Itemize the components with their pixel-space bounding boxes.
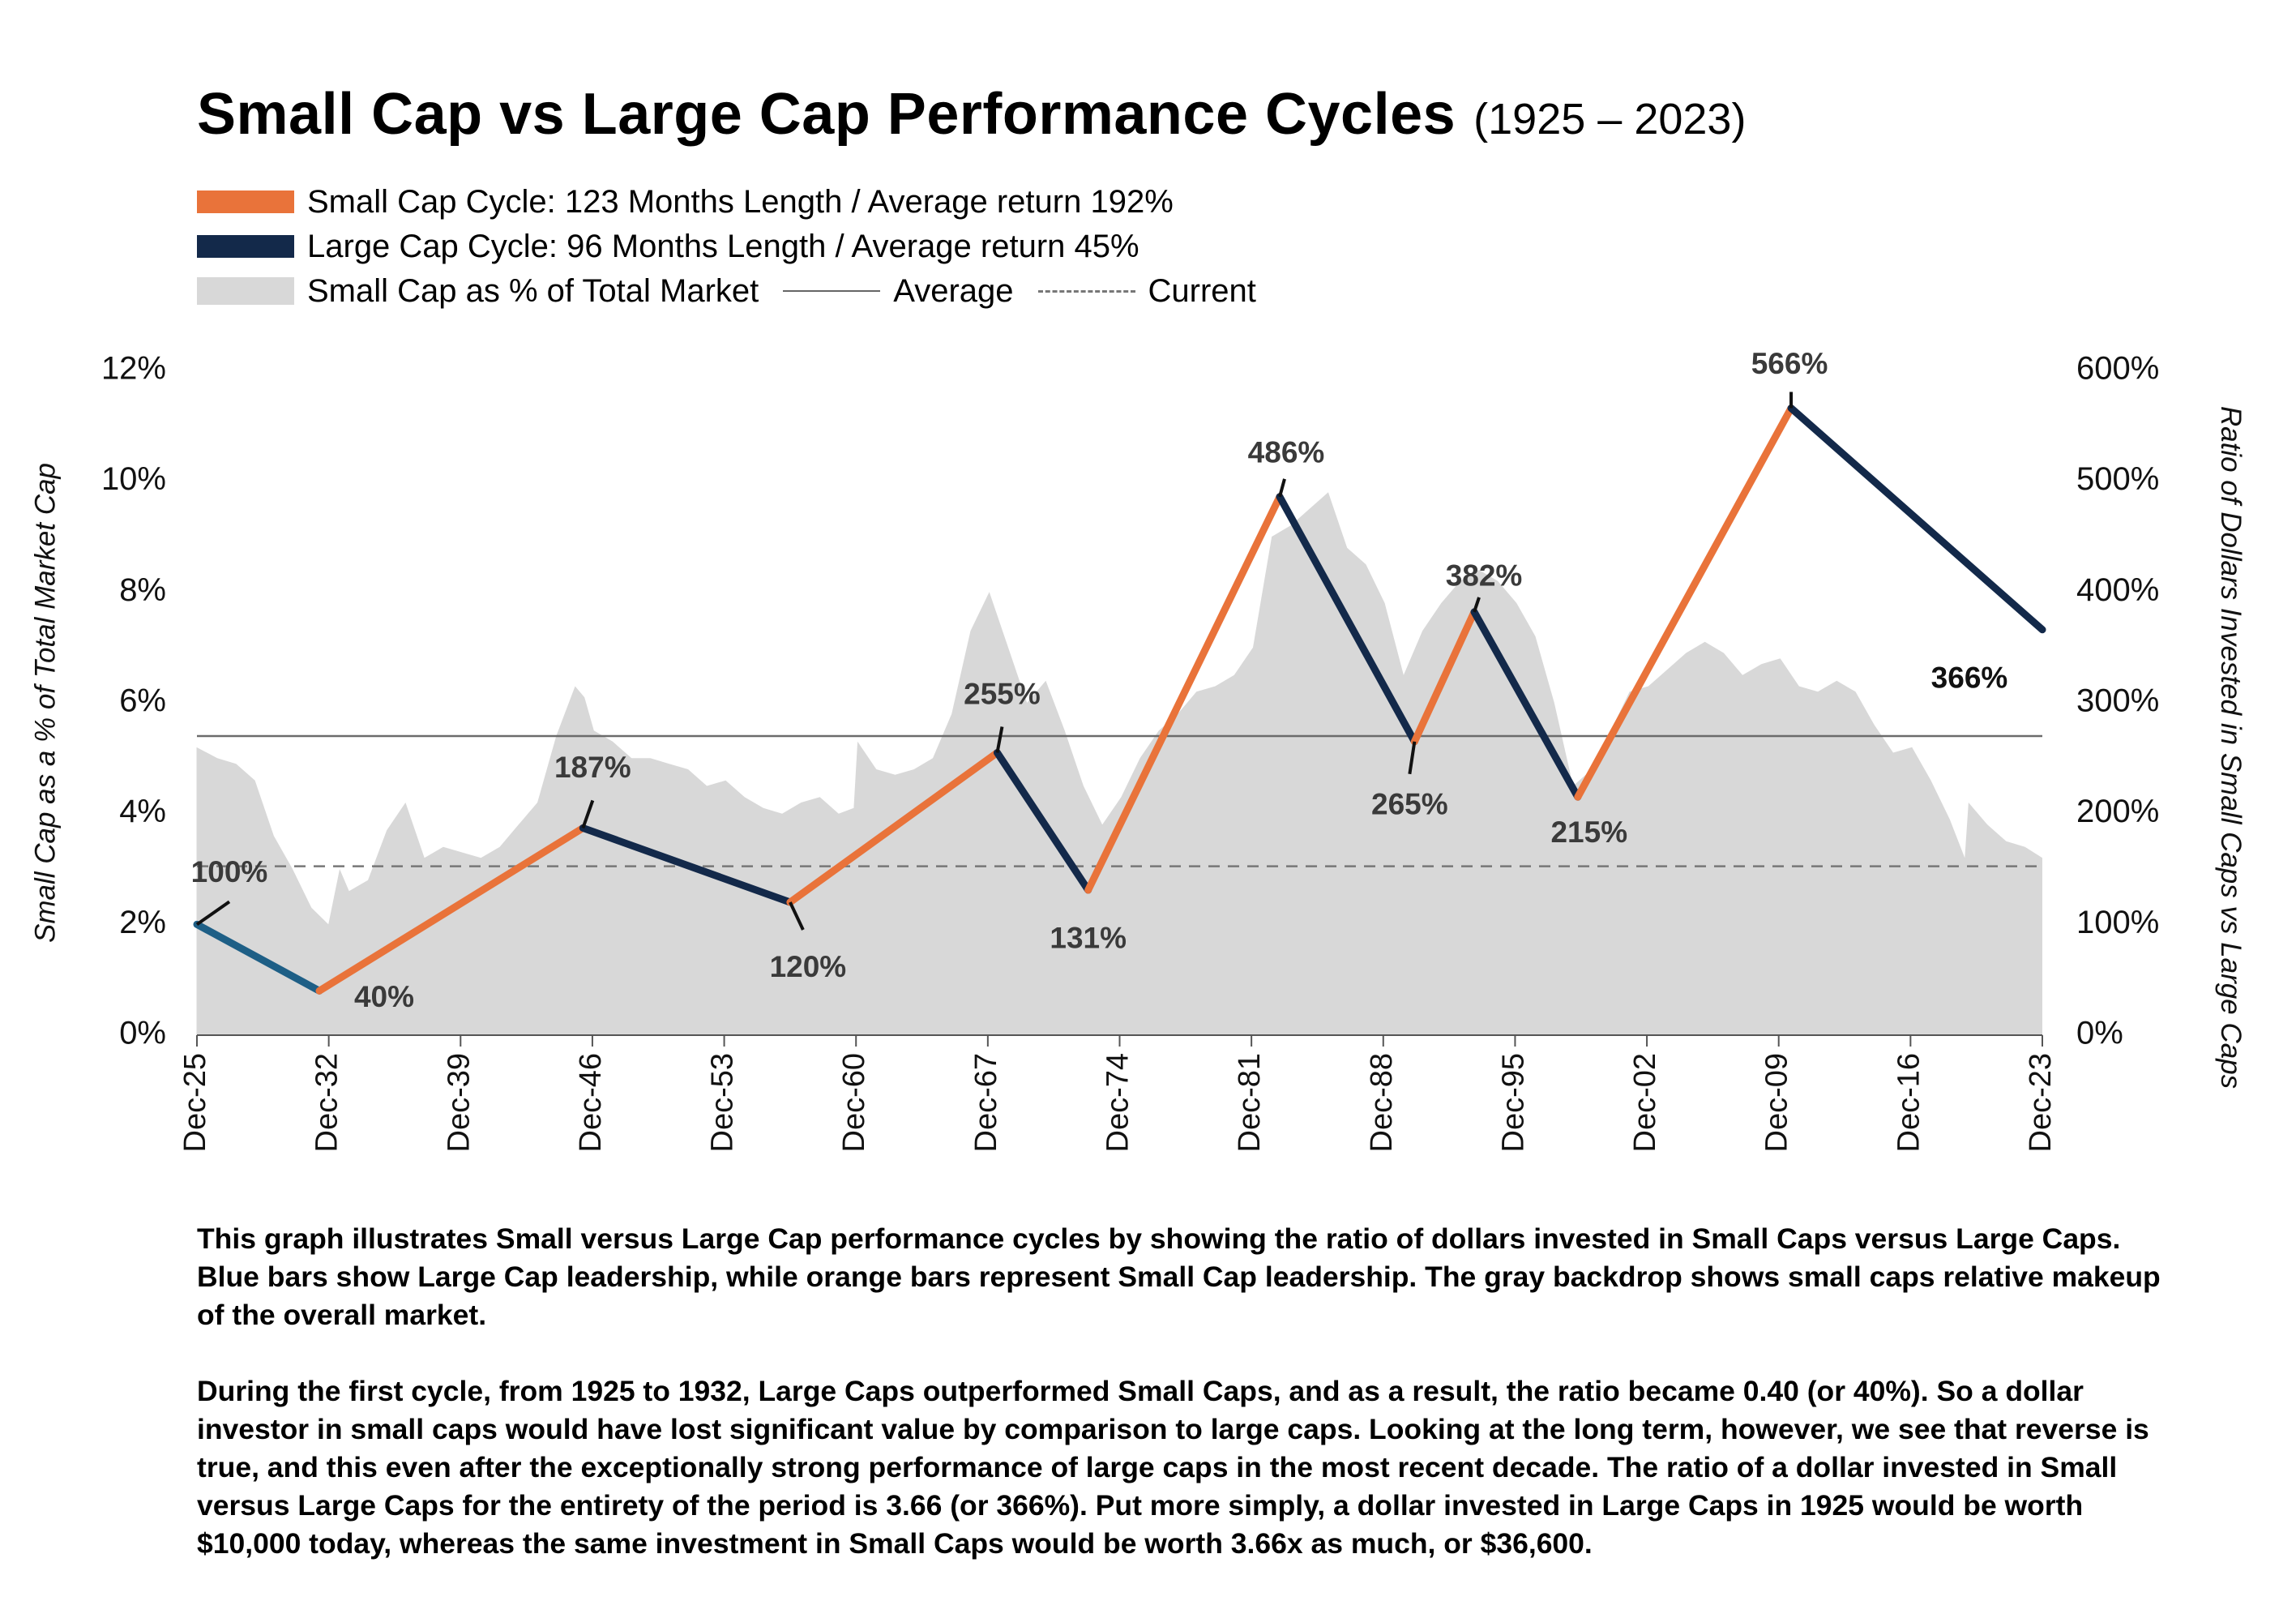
right-axis-tick-label: 600% xyxy=(2076,351,2159,387)
x-axis-tick-label: Dec-74 xyxy=(1101,1053,1135,1153)
x-axis-tick-label: Dec-53 xyxy=(706,1053,740,1153)
legend-share-average-current: Small Cap as % of Total Market Average C… xyxy=(197,273,1256,309)
point-label-leader xyxy=(1473,597,1481,613)
large-cap-cycle-segment xyxy=(993,749,1092,894)
legend-large-cap-cycle: Large Cap Cycle: 96 Months Length / Aver… xyxy=(197,229,1139,264)
large-cap-cycle-segment xyxy=(579,824,794,906)
legend-small-cap-cycle-label: Small Cap Cycle: 123 Months Length / Ave… xyxy=(307,183,1174,220)
right-axis-tick-label: 200% xyxy=(2076,794,2159,829)
right-axis-title: Ratio of Dollars Invested in Small Caps … xyxy=(2215,406,2247,1089)
right-axis-tick-label: 400% xyxy=(2076,572,2159,608)
right-axis-tick-label: 500% xyxy=(2076,461,2159,497)
ratio-point-label: 255% xyxy=(964,677,1041,710)
ratio-point-label: 120% xyxy=(770,950,847,983)
small-cap-cycle-segment xyxy=(1574,404,1795,801)
legend-navy-swatch xyxy=(197,235,294,258)
ratio-point-label: 265% xyxy=(1371,788,1448,821)
ratio-point-label: 215% xyxy=(1550,815,1627,849)
left-axis-tick-label: 6% xyxy=(119,683,166,719)
ratio-point-label: 486% xyxy=(1248,436,1325,469)
x-axis-tick-label: Dec-95 xyxy=(1496,1053,1530,1153)
large-cap-cycle-segment xyxy=(1276,493,1418,746)
left-axis-tick-label: 12% xyxy=(101,351,166,387)
description-paragraph-1: This graph illustrates Small versus Larg… xyxy=(197,1222,2161,1331)
description-block: This graph illustrates Small versus Larg… xyxy=(197,1220,2174,1601)
ratio-point-label: 131% xyxy=(1050,922,1127,955)
ratio-point-label: 40% xyxy=(354,980,414,1013)
axes-layer: 0% 2% 4% 6% 8% 10% 12% 0% 100% 200% 300% 400% 500% 60… xyxy=(29,351,2247,1153)
small-cap-cycle-segment xyxy=(1410,608,1478,746)
x-axis-tick-label: Dec-23 xyxy=(2024,1053,2058,1153)
reference-lines-layer xyxy=(197,734,2042,867)
large-cap-cycle-segment xyxy=(1470,608,1582,801)
left-axis-tick-label: 0% xyxy=(119,1016,166,1051)
ratio-point-label: 187% xyxy=(554,751,631,784)
x-axis-tick-label: Dec-88 xyxy=(1365,1053,1399,1153)
x-axis-tick-label: Dec-09 xyxy=(1760,1053,1794,1153)
legend-average-line-sample xyxy=(783,290,881,292)
point-label-leader xyxy=(195,900,231,926)
right-axis-tick-label: 300% xyxy=(2076,683,2159,719)
left-axis-tick-label: 10% xyxy=(101,461,166,497)
chart-subtitle: (1925 – 2023) xyxy=(1473,95,1747,143)
small-cap-cycle-segment xyxy=(1084,493,1284,894)
legend-large-cap-cycle-label: Large Cap Cycle: 96 Months Length / Aver… xyxy=(307,228,1139,264)
left-axis-title: Small Cap as a % of Total Market Cap xyxy=(29,463,61,943)
x-axis-tick-label: Dec-46 xyxy=(574,1053,608,1153)
legend-small-cap-share-label: Small Cap as % of Total Market xyxy=(307,272,759,309)
x-axis-tick-label: Dec-32 xyxy=(310,1053,344,1153)
point-label-leader xyxy=(789,901,805,931)
chart-title: Small Cap vs Large Cap Performance Cycle… xyxy=(197,82,1456,147)
point-label-leader xyxy=(1278,478,1286,498)
x-axis-tick-label: Dec-16 xyxy=(1892,1053,1926,1153)
large-cap-cycle-segment xyxy=(1787,404,2046,634)
legend-orange-swatch xyxy=(197,190,294,213)
left-axis-tick-label: 8% xyxy=(119,572,166,608)
left-axis-tick-label: 4% xyxy=(119,794,166,829)
legend-current-line-sample xyxy=(1037,289,1135,293)
legend-current-label: Current xyxy=(1148,272,1256,309)
x-axis-tick-label: Dec-60 xyxy=(837,1053,871,1153)
point-label-leader xyxy=(995,726,1004,753)
point-label-leader xyxy=(581,799,595,829)
small-cap-share-area xyxy=(196,492,2042,1035)
ratio-point-label: 100% xyxy=(191,855,268,888)
x-axis-tick-label: Dec-67 xyxy=(969,1053,1003,1153)
ratio-point-label: 366% xyxy=(1931,661,2008,695)
x-axis-tick-label: Dec-02 xyxy=(1628,1053,1662,1153)
chart-title-block: Small Cap vs Large Cap Performance Cycle… xyxy=(197,85,1746,143)
small-cap-cycle-segment xyxy=(786,749,1001,906)
right-axis-tick-label: 0% xyxy=(2076,1016,2123,1051)
share-area-layer xyxy=(196,492,2042,1035)
legend-small-cap-cycle: Small Cap Cycle: 123 Months Length / Ave… xyxy=(197,184,1174,220)
cycle-segments-layer xyxy=(193,404,2046,995)
x-axis-tick-label: Dec-81 xyxy=(1233,1053,1267,1153)
first-cycle-segment xyxy=(193,920,323,995)
x-axis-tick-label: Dec-39 xyxy=(442,1053,476,1153)
description-paragraph-2: During the first cycle, from 1925 to 193… xyxy=(197,1375,2149,1560)
right-axis-tick-label: 100% xyxy=(2076,905,2159,940)
legend-gray-swatch xyxy=(197,277,294,305)
left-axis-tick-label: 2% xyxy=(119,905,166,940)
point-label-leader xyxy=(1408,741,1417,775)
ratio-point-label: 566% xyxy=(1751,347,1828,380)
ratio-point-label: 382% xyxy=(1446,559,1523,593)
point-labels-layer: 100% 40% 187% 120% 255% 131% 486% 265% 382% 215% 5… xyxy=(191,347,2008,1013)
legend-average-label: Average xyxy=(893,272,1014,309)
small-cap-cycle-segment xyxy=(315,824,587,995)
x-axis-tick-label: Dec-25 xyxy=(178,1053,212,1153)
